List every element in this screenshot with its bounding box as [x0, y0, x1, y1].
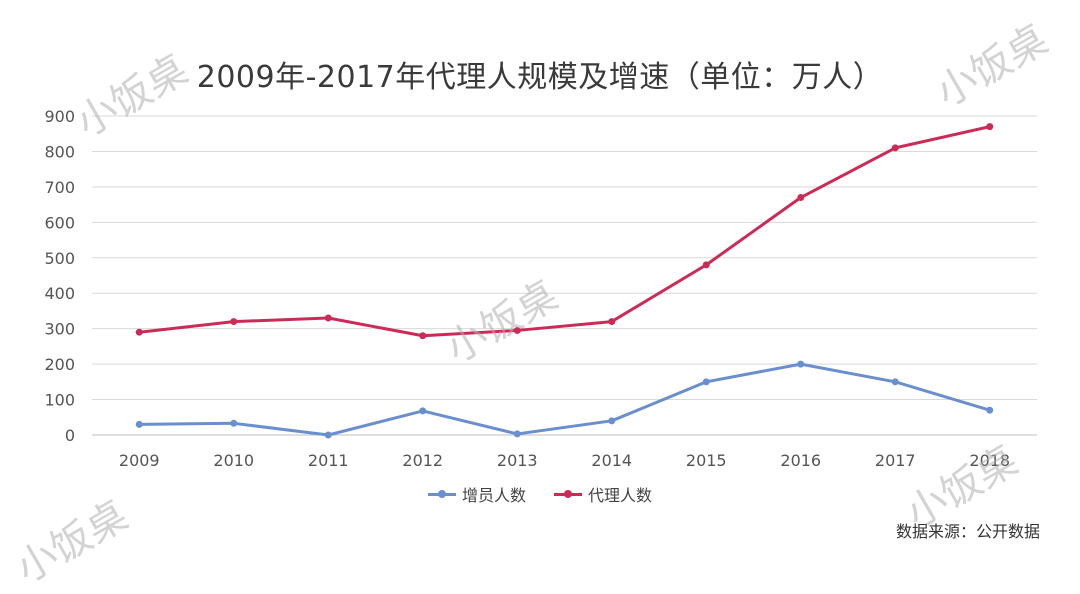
series-line-1: [139, 125, 991, 338]
data-point: [419, 407, 427, 415]
y-tick-label: 100: [44, 391, 75, 410]
y-tick-label: 300: [44, 320, 75, 339]
x-tick-label: 2017: [875, 451, 916, 470]
legend-swatch-new-recruits: [427, 489, 456, 498]
source-note: 数据来源：公开数据: [895, 522, 1040, 541]
y-tick-label: 200: [44, 355, 75, 374]
data-point: [702, 378, 710, 386]
axes: 0 100 200 300 400 500 600 700 800 900 2009 2010 2011…: [44, 107, 1010, 470]
data-point: [608, 417, 616, 425]
data-point: [230, 318, 238, 326]
chart-title: 2009年-2017年代理人规模及增速（单位：万人）: [196, 60, 884, 95]
data-point: [797, 194, 805, 202]
y-tick-label: 0: [65, 426, 75, 445]
series: [135, 123, 994, 439]
data-point: [891, 144, 899, 152]
x-tick-label: 2018: [969, 451, 1010, 470]
series-line-0: [139, 362, 991, 437]
x-tick-label: 2016: [780, 451, 821, 470]
data-point: [986, 123, 994, 131]
x-tick-label: 2010: [213, 451, 254, 470]
y-tick-label: 600: [44, 213, 75, 232]
data-point: [419, 332, 427, 340]
data-point: [135, 328, 143, 336]
data-point: [986, 406, 994, 414]
data-point: [702, 261, 710, 269]
data-point: [797, 360, 805, 368]
data-point: [135, 420, 143, 428]
line-chart: 0 100 200 300 400 500 600 700 800 900 2009 2010 2011…: [44, 107, 1037, 470]
data-point: [608, 318, 616, 326]
y-tick-label: 400: [44, 284, 75, 303]
y-tick-label: 900: [44, 107, 75, 126]
legend-item-new-recruits[interactable]: 增员人数: [427, 482, 526, 506]
y-tick-label: 700: [44, 178, 75, 197]
data-point: [324, 431, 332, 439]
legend: 增员人数 代理人数: [0, 482, 1080, 506]
data-point: [513, 430, 521, 438]
y-tick-label: 500: [44, 249, 75, 268]
data-point: [513, 326, 521, 334]
y-tick-label: 800: [44, 142, 75, 161]
data-point: [230, 419, 238, 427]
x-tick-label: 2012: [402, 451, 443, 470]
x-tick-label: 2015: [686, 451, 727, 470]
data-point: [324, 314, 332, 322]
x-tick-label: 2011: [308, 451, 349, 470]
x-tick-label: 2014: [591, 451, 632, 470]
legend-label-agents: 代理人数: [588, 486, 653, 505]
gridlines: [92, 115, 1037, 436]
legend-swatch-agents: [554, 489, 582, 498]
x-tick-label: 2013: [497, 451, 538, 470]
legend-label-new-recruits: 增员人数: [461, 486, 526, 505]
x-tick-label: 2009: [119, 451, 160, 470]
legend-item-agents[interactable]: 代理人数: [554, 482, 652, 506]
data-point: [891, 378, 899, 386]
